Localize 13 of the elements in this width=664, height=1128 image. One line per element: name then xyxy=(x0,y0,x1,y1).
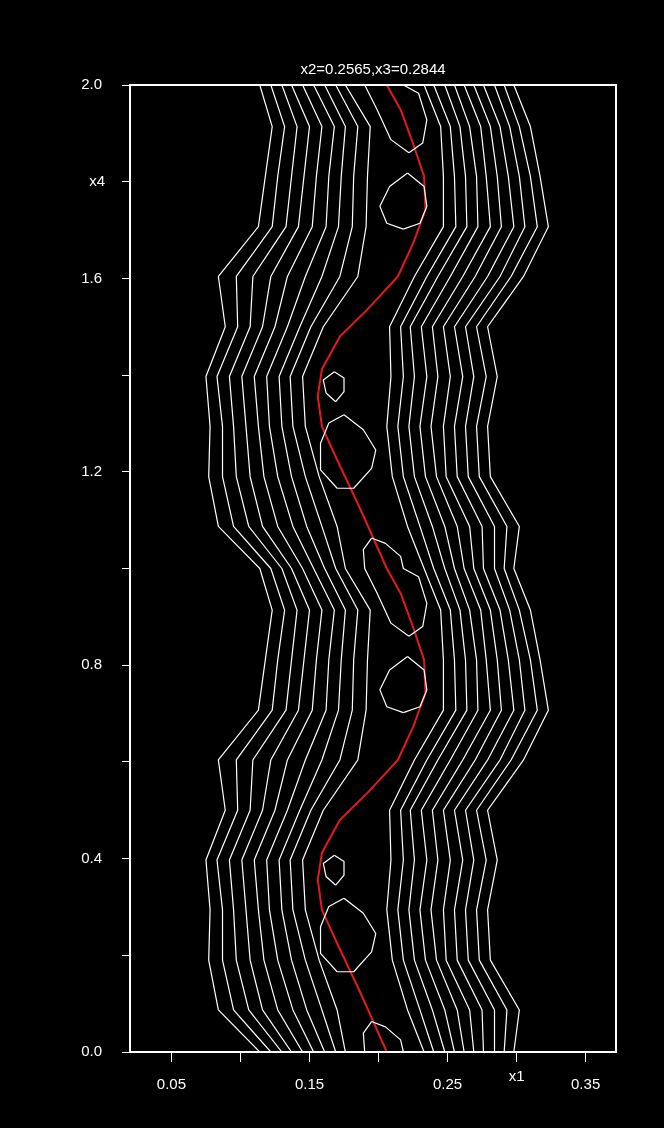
chart-title: x2=0.2565,x3=0.2844 xyxy=(300,59,446,77)
y-axis-title: x4 xyxy=(89,171,105,189)
x-tick-label: 0.25 xyxy=(432,1075,463,1093)
y-tick-label: 1.6 xyxy=(81,268,102,286)
y-tick-label: 2.0 xyxy=(81,75,102,93)
y-tick-label: 0.4 xyxy=(81,848,102,866)
x-tick-label: 0.35 xyxy=(571,1075,601,1093)
x-tick-label: 0.15 xyxy=(294,1075,325,1093)
x-tick-label: 0.05 xyxy=(156,1075,187,1093)
x-axis-title: x1 xyxy=(508,1067,525,1085)
y-tick-label: 0.8 xyxy=(81,655,102,673)
y-tick-label: 0.0 xyxy=(81,1042,102,1060)
y-tick-label: 1.2 xyxy=(81,461,102,479)
